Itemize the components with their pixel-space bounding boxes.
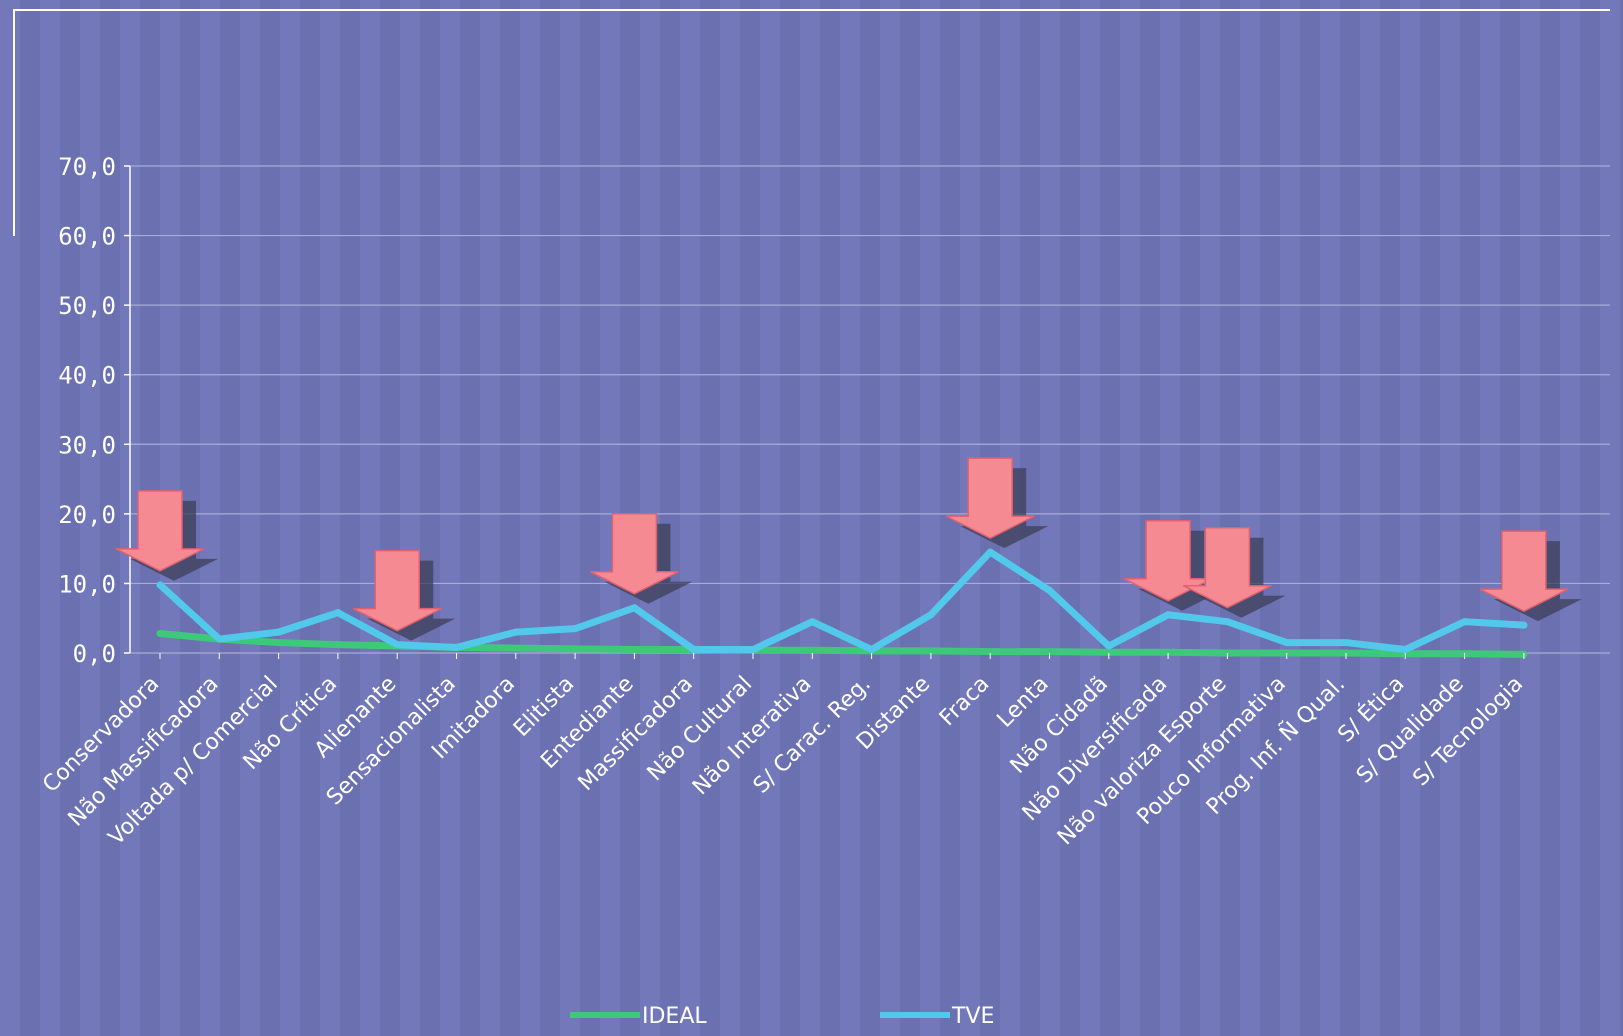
data-point	[690, 646, 698, 654]
data-point	[156, 581, 164, 589]
data-point	[986, 648, 994, 656]
data-point	[1046, 648, 1053, 656]
data-point	[1283, 639, 1291, 647]
y-tick-label: 10,0	[58, 570, 116, 598]
data-point	[749, 646, 757, 654]
data-point	[1105, 642, 1113, 650]
down-arrow-icon	[1183, 526, 1286, 618]
data-point	[275, 628, 283, 636]
down-arrow-icon	[352, 549, 456, 641]
data-point	[156, 630, 164, 638]
data-point	[927, 647, 935, 655]
data-point	[275, 639, 283, 647]
data-point	[630, 646, 638, 654]
data-point	[1046, 586, 1053, 594]
data-point	[453, 643, 460, 651]
data-point	[630, 604, 638, 612]
highlight-markers	[115, 457, 1582, 641]
data-point	[1164, 611, 1172, 619]
y-tick-label: 40,0	[58, 362, 116, 390]
y-tick-label: 60,0	[58, 223, 116, 251]
y-tick-label: 50,0	[58, 292, 116, 320]
data-point	[986, 548, 994, 556]
data-point	[808, 646, 816, 654]
data-point	[571, 625, 579, 633]
y-axis: 70,0 60,0 50,0 40,0 30,0 20,0 10,0 0,0	[58, 153, 131, 668]
down-arrow-icon	[1479, 530, 1582, 622]
data-point	[1342, 639, 1350, 647]
data-point	[1164, 648, 1172, 656]
series-line-ideal	[156, 630, 1528, 658]
down-arrow-icon	[590, 513, 693, 604]
legend: IDEAL TVE	[570, 1004, 994, 1029]
y-tick-label: 0,0	[73, 640, 116, 668]
data-point	[393, 641, 401, 649]
y-tick-label: 20,0	[58, 501, 116, 529]
data-point	[1401, 646, 1409, 654]
data-point	[1520, 621, 1528, 629]
series-line-tve	[156, 548, 1528, 654]
data-point	[215, 635, 223, 643]
down-arrow-icon	[945, 457, 1049, 549]
data-point	[512, 628, 520, 636]
data-point	[1223, 618, 1231, 626]
plot-frame	[13, 9, 1610, 236]
y-tick-label: 70,0	[58, 153, 116, 181]
y-tick-label: 30,0	[58, 431, 116, 459]
data-point	[334, 641, 342, 649]
legend-label-tve: TVE	[951, 1004, 994, 1029]
data-point	[808, 618, 816, 626]
down-arrow-icon	[115, 490, 218, 581]
data-point	[512, 644, 520, 652]
data-point	[927, 611, 935, 619]
data-point	[868, 646, 876, 654]
series-lines	[156, 548, 1528, 658]
data-point	[334, 609, 342, 617]
legend-label-ideal: IDEAL	[642, 1004, 707, 1029]
data-point	[1461, 618, 1469, 626]
data-point	[571, 645, 579, 653]
data-point	[1105, 648, 1113, 656]
